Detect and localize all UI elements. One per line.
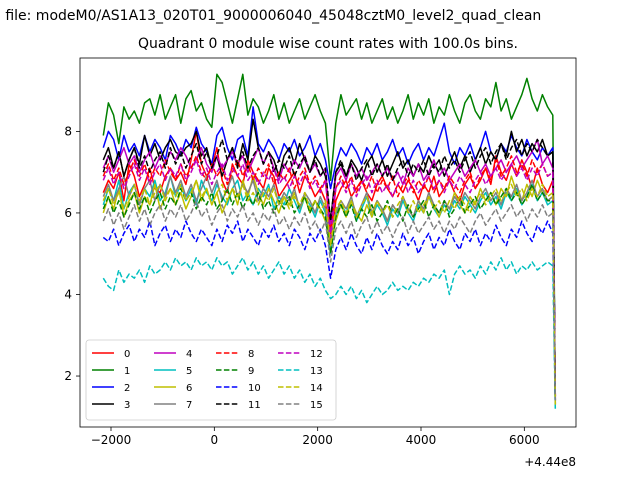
plot-frame — [79, 57, 577, 428]
series-line-8 — [102, 155, 557, 397]
legend-label-10: 10 — [248, 383, 261, 394]
legend-label-12: 12 — [310, 349, 323, 360]
legend-label-7: 7 — [186, 400, 192, 411]
x-tick-label: 0 — [211, 433, 219, 447]
legend-label-14: 14 — [310, 383, 323, 394]
legend-label-9: 9 — [248, 366, 254, 377]
series-line-12 — [102, 159, 557, 401]
legend-label-11: 11 — [248, 400, 261, 411]
series-layer — [102, 73, 557, 409]
y-axis: 2 4 6 8 — [64, 124, 80, 383]
y-tick-label: 2 — [64, 369, 72, 383]
x-tick-label: 4000 — [406, 433, 437, 447]
y-tick-label: 6 — [64, 206, 72, 220]
x-offset-label: +4.44e8 — [524, 455, 576, 469]
x-axis: −2000 0 2000 4000 6000 — [91, 427, 540, 447]
series-line-15 — [102, 199, 557, 401]
x-tick-label: 6000 — [509, 433, 540, 447]
x-tick-label: 2000 — [302, 433, 333, 447]
chart-title: Quadrant 0 module wise count rates with … — [138, 36, 518, 52]
legend-label-2: 2 — [124, 383, 130, 394]
legend-label-5: 5 — [186, 366, 192, 377]
file-title: n file: modeM0/AS1A13_020T01_9000006040_… — [0, 8, 542, 24]
legend-label-13: 13 — [310, 366, 323, 377]
legend-label-8: 8 — [248, 349, 254, 360]
legend-label-6: 6 — [186, 383, 192, 394]
legend-box — [85, 339, 337, 421]
y-tick-label: 4 — [64, 287, 72, 301]
series-line-9 — [102, 183, 557, 405]
series-line-13 — [102, 257, 557, 409]
legend-label-1: 1 — [124, 366, 130, 377]
series-line-10 — [102, 220, 557, 405]
legend-label-3: 3 — [124, 400, 130, 411]
legend-label-15: 15 — [310, 400, 323, 411]
series-line-14 — [102, 179, 557, 405]
series-line-1 — [102, 73, 557, 401]
x-tick-label: −2000 — [91, 433, 132, 447]
series-line-11 — [102, 138, 557, 397]
y-tick-label: 8 — [64, 124, 72, 138]
legend-label-4: 4 — [186, 349, 192, 360]
legend-label-0: 0 — [124, 349, 130, 360]
